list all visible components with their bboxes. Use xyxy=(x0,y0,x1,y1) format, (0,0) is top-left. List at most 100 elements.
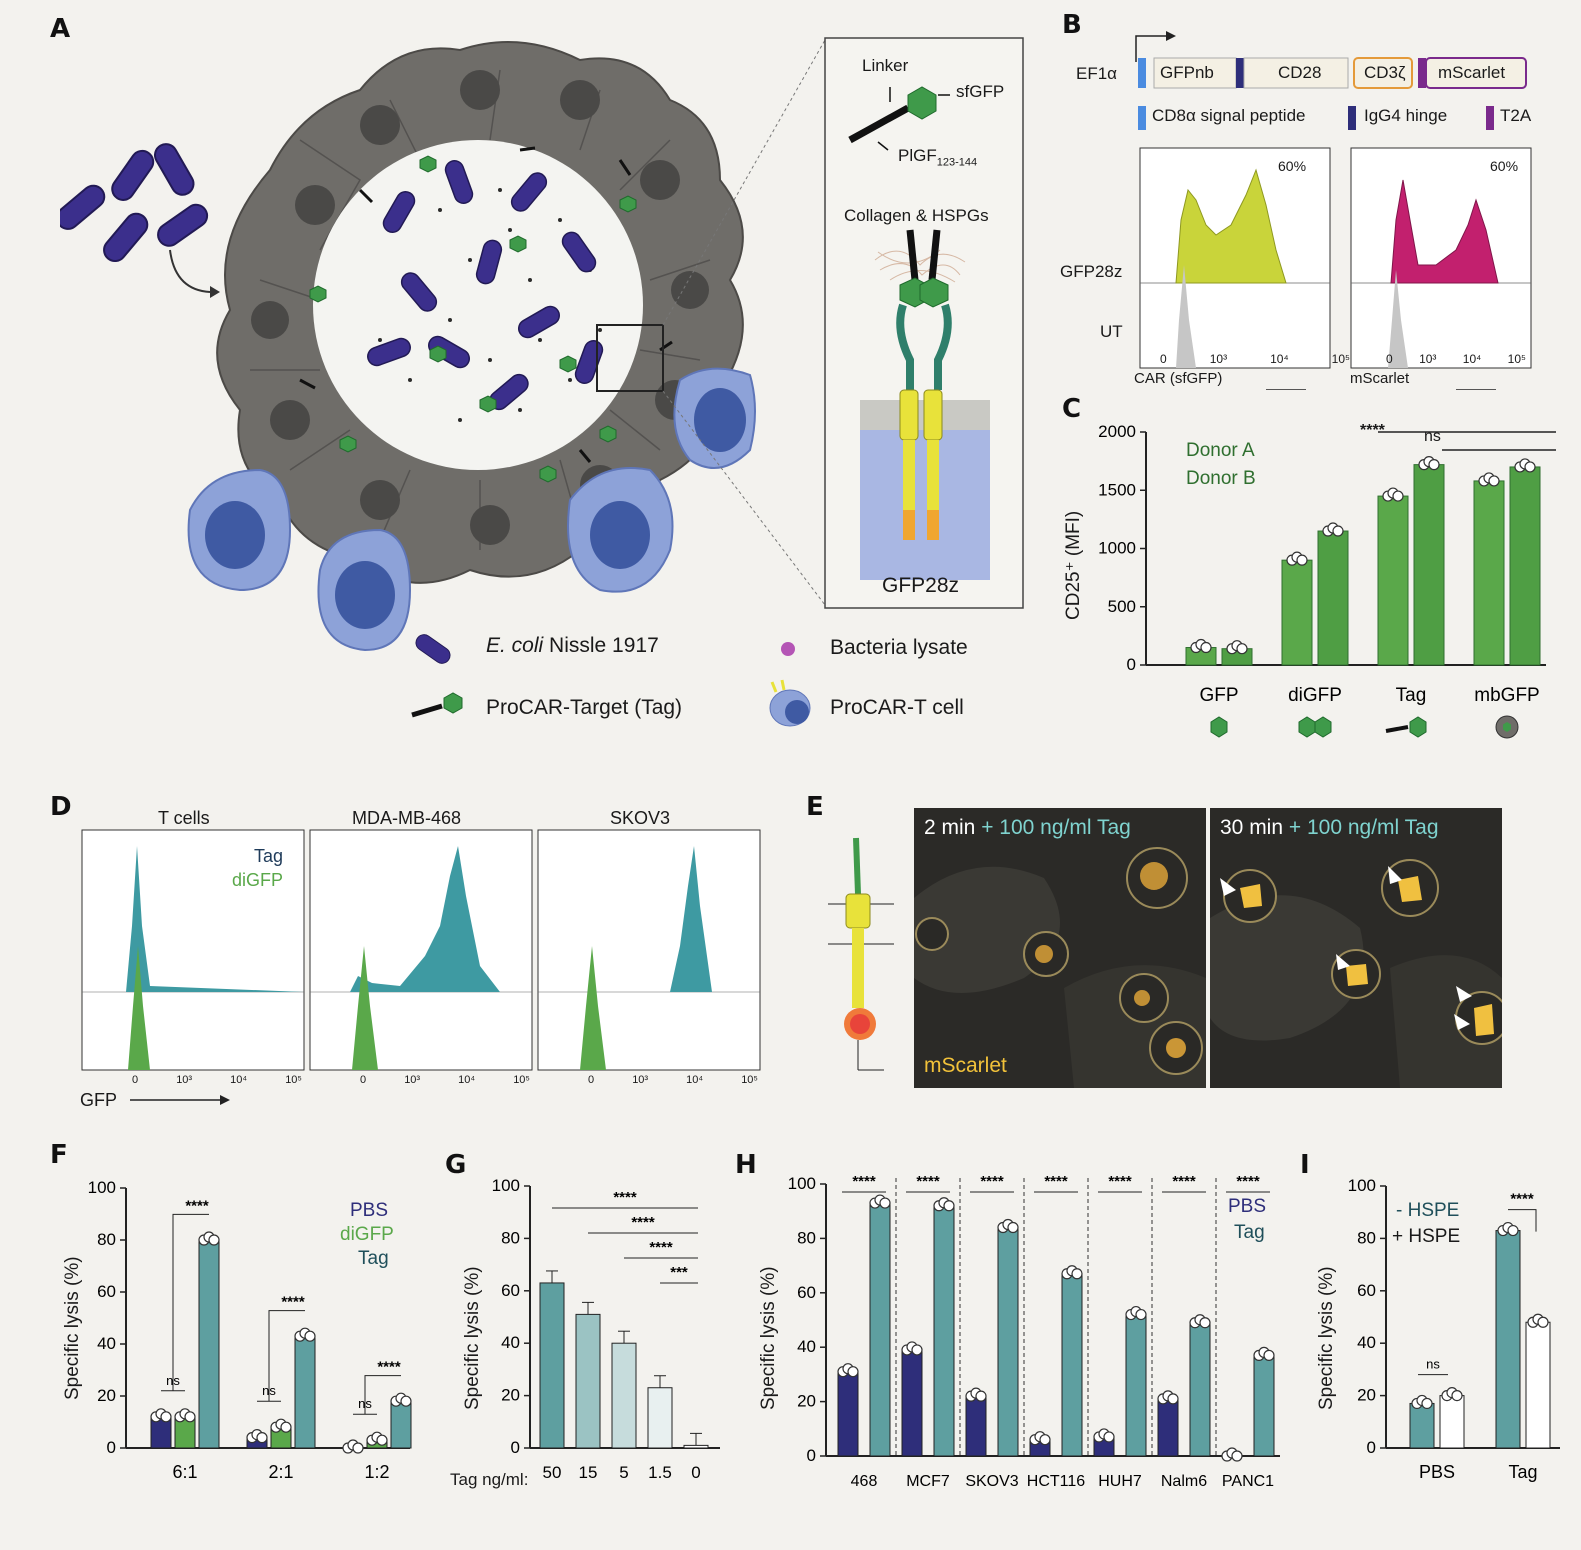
lysate-legend-icon xyxy=(781,642,795,656)
h-ytick-label: 100 xyxy=(788,1174,816,1193)
h-sig-label: **** xyxy=(916,1173,940,1190)
h-sig-label: **** xyxy=(852,1173,876,1190)
row-label-ut: UT xyxy=(1100,322,1123,341)
inset-pigf-label: PlGF123-144 xyxy=(898,146,978,169)
i-bar-tag-plus-hspe xyxy=(1525,1321,1551,1449)
t-cell-icon-3 xyxy=(567,467,674,593)
f-bar-1:2-tag xyxy=(390,1400,412,1449)
arrowhead-icon xyxy=(1220,878,1236,896)
xlabel-b-right: mScarlet xyxy=(1350,370,1410,387)
mda-tag-histogram xyxy=(350,846,500,992)
h-sig-label: **** xyxy=(980,1173,1004,1190)
f-xtick-label: 2:1 xyxy=(268,1462,293,1482)
promoter-label: EF1α xyxy=(1076,64,1118,83)
panel-label-i: I xyxy=(1300,1150,1310,1180)
panel-d-histograms xyxy=(81,829,761,1105)
arrowhead-icon xyxy=(1454,1014,1470,1030)
h-legend-pbs: PBS xyxy=(1228,1196,1267,1217)
tcell-legend-icon xyxy=(769,679,811,727)
f-point xyxy=(256,1432,268,1444)
tag-legend-icon xyxy=(411,692,463,718)
panel-label-a: A xyxy=(50,14,71,44)
row-label-gfp28z: GFP28z xyxy=(1060,262,1123,281)
f-sig-line xyxy=(172,1213,209,1391)
c-xtick-label: mbGFP xyxy=(1474,685,1539,706)
c-point xyxy=(1236,643,1248,655)
h-point xyxy=(1071,1268,1083,1280)
ylabel-h: Specific lysis (%) xyxy=(758,1266,779,1410)
d-ticks-3: 0 10³ 10⁴ 10⁵ xyxy=(588,1074,758,1086)
f-ytick-label: 100 xyxy=(88,1178,116,1197)
t-cell-icon-2 xyxy=(317,528,412,652)
d-title-mda: MDA-MB-468 xyxy=(352,808,462,828)
h-bar-mcf7-tag xyxy=(933,1205,955,1457)
h-xtick-label: HUH7 xyxy=(1098,1473,1142,1490)
legend-donor-b: Donor B xyxy=(1186,468,1256,489)
h-bar-skov3-tag xyxy=(997,1227,1019,1457)
ylabel-c: CD25⁺ (MFI) xyxy=(1063,510,1084,620)
h-legend-tag: Tag xyxy=(1234,1222,1265,1243)
c-bar-mbGFP-donor-b xyxy=(1509,466,1541,666)
c-bar-diGFP-donor-b xyxy=(1317,530,1349,666)
f-point xyxy=(376,1434,388,1446)
c-ytick-label: 2000 xyxy=(1098,422,1136,441)
f-bar-6:1-tag xyxy=(198,1239,220,1449)
c-ytick-label: 500 xyxy=(1108,597,1136,616)
h-bar-mcf7-pbs xyxy=(901,1349,923,1457)
h-sig-label: **** xyxy=(1044,1173,1068,1190)
c-xtick-label: Tag xyxy=(1396,685,1427,706)
tag-glyph-icon xyxy=(1385,725,1409,733)
i-ytick-label: 20 xyxy=(1357,1386,1376,1405)
c-point xyxy=(1524,461,1536,473)
g-bar-0 xyxy=(683,1444,709,1449)
f-sig-label: **** xyxy=(281,1294,305,1311)
h-ytick-label: 0 xyxy=(807,1446,816,1465)
h-sig-label: **** xyxy=(1108,1173,1132,1190)
f-point xyxy=(280,1421,292,1433)
d-title-tcells: T cells xyxy=(158,808,210,828)
segment-mscarlet: mScarlet xyxy=(1438,63,1506,82)
ut-mscarlet-histogram xyxy=(1388,270,1408,368)
panel-c-chart: 0 500 1000 1500 2000 GFP diGFP Tag mbGFP xyxy=(1098,422,1556,739)
g-bar-1.5 xyxy=(647,1387,673,1449)
gfp28z-receptor-icon xyxy=(860,229,990,580)
g-sig-label: **** xyxy=(613,1189,637,1206)
i-ytick-label: 0 xyxy=(1367,1438,1376,1457)
f-ytick-label: 60 xyxy=(97,1282,116,1301)
legend-lysate: Bacteria lysate xyxy=(830,636,968,659)
tumor-mass xyxy=(216,41,744,584)
ut-sfgfp-histogram xyxy=(1176,265,1196,368)
i-xtick-label: Tag xyxy=(1508,1462,1537,1482)
tag-glyph-icon xyxy=(1409,716,1427,738)
ticks-b-left: 0 10³ 10⁴ 10⁵ xyxy=(1160,352,1350,366)
h-point xyxy=(847,1366,859,1378)
g-bar-15 xyxy=(575,1313,601,1449)
c-xtick-label: diGFP xyxy=(1288,685,1342,706)
g-xtick-label: 5 xyxy=(619,1463,628,1482)
f-ytick-label: 20 xyxy=(97,1386,116,1405)
i-point xyxy=(1451,1390,1463,1402)
g-sig-label: *** xyxy=(670,1264,688,1281)
f-xtick-label: 6:1 xyxy=(172,1462,197,1482)
g-xtick-label: 0 xyxy=(691,1463,700,1482)
i-ytick-label: 80 xyxy=(1357,1228,1376,1247)
arrowhead-icon xyxy=(1456,986,1472,1002)
c-point xyxy=(1332,525,1344,537)
f-point xyxy=(304,1330,316,1342)
g-ytick-label: 40 xyxy=(501,1333,520,1352)
inset-construct-label: GFP28z xyxy=(882,574,960,597)
d-ticks-2: 0 10³ 10⁴ 10⁵ xyxy=(360,1074,530,1086)
d-title-skov3: SKOV3 xyxy=(610,808,671,828)
c-xtick-label: GFP xyxy=(1199,685,1238,706)
xlabel-b-left: CAR (sfGFP) xyxy=(1134,370,1223,387)
h-ytick-label: 20 xyxy=(797,1392,816,1411)
h-point xyxy=(943,1200,955,1212)
f-sig-label: **** xyxy=(185,1197,209,1214)
h-bar-panc1-tag xyxy=(1253,1354,1275,1457)
f-legend-tag: Tag xyxy=(358,1248,389,1269)
d-legend-digfp: diGFP xyxy=(232,870,284,890)
digfp-glyph-icon xyxy=(1298,716,1316,738)
mbgfp-glyph-icon xyxy=(1503,722,1511,732)
h-bar-468-pbs xyxy=(837,1371,859,1457)
